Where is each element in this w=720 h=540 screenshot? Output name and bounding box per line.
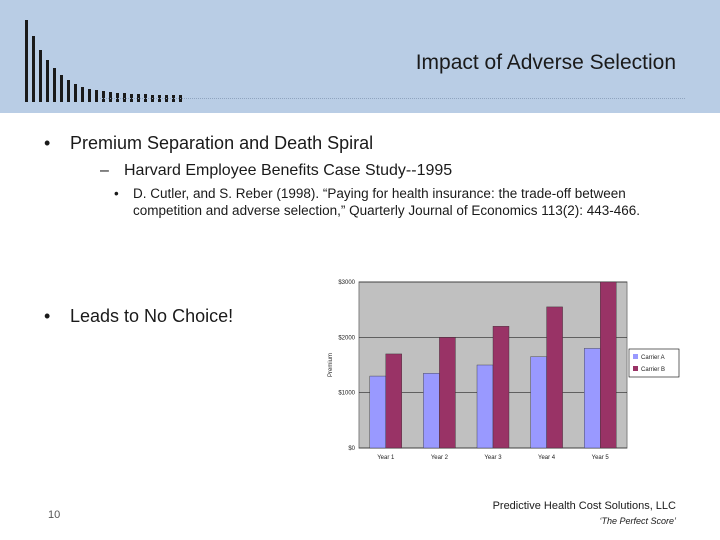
x-tick-label: Year 3 <box>484 455 502 461</box>
legend-label-carrier-a: Carrier A <box>641 355 665 361</box>
bar-carrier-a-year-2 <box>423 373 440 449</box>
page-number: 10 <box>48 509 61 521</box>
legend-label-carrier-b: Carrier B <box>641 367 665 373</box>
x-tick-label: Year 1 <box>377 455 395 461</box>
x-tick-label: Year 4 <box>538 455 556 461</box>
bullet-text: Premium Separation and Death Spiral <box>70 133 374 153</box>
header-band: Impact of Adverse Selection <box>0 0 720 113</box>
subbullet-text: Harvard Employee Benefits Case Study--19… <box>124 162 453 179</box>
bullet-dot: • <box>114 186 119 201</box>
citation-text: D. Cutler, and S. Reber (1998). “Paying … <box>133 186 641 218</box>
y-axis-label: Premium <box>328 353 334 377</box>
company-name: Predictive Health Cost Solutions, LLC <box>492 500 676 512</box>
slide-title: Impact of Adverse Selection <box>415 51 676 74</box>
bar-carrier-b-year-1 <box>385 353 402 449</box>
dash-marker: – <box>100 162 109 179</box>
bar-carrier-b-year-5 <box>600 281 617 449</box>
bar-carrier-a-year-1 <box>369 375 386 449</box>
legend-swatch-carrier-b <box>633 366 638 371</box>
bullet-no-choice: • Leads to No Choice! <box>44 306 233 327</box>
bullet-dot: • <box>44 133 51 153</box>
bar-carrier-b-year-4 <box>546 306 563 449</box>
company-tagline: ‘The Perfect Score’ <box>599 516 676 526</box>
y-tick-label: $3000 <box>338 280 355 286</box>
bar-carrier-a-year-5 <box>584 348 601 449</box>
x-tick-label: Year 5 <box>592 455 610 461</box>
legend-box <box>628 348 680 378</box>
bar-carrier-b-year-2 <box>439 337 456 449</box>
legend-swatch-carrier-a <box>633 354 638 359</box>
legend: Carrier A Carrier B <box>628 348 680 378</box>
x-tick-label: Year 2 <box>431 455 449 461</box>
bullet-premium-separation: • Premium Separation and Death Spiral <box>44 133 373 154</box>
bar-carrier-b-year-3 <box>492 326 510 449</box>
bullet-text: Leads to No Choice! <box>70 306 234 326</box>
y-tick-label: $1000 <box>338 391 355 397</box>
bar-carrier-a-year-4 <box>530 356 547 449</box>
bullet-dot: • <box>44 306 51 326</box>
premium-bar-chart: $0 $1000 $2000 $3000 Year 1 Year 2 Year 3 Year… <box>328 280 680 461</box>
subbullet-case-study: – Harvard Employee Benefits Case Study--1… <box>100 162 452 180</box>
bar-carrier-a-year-3 <box>476 364 494 449</box>
decorative-bars-logo <box>25 20 185 102</box>
header-divider <box>100 98 685 99</box>
y-tick-label: $0 <box>348 446 355 452</box>
y-tick-label: $2000 <box>338 335 355 341</box>
